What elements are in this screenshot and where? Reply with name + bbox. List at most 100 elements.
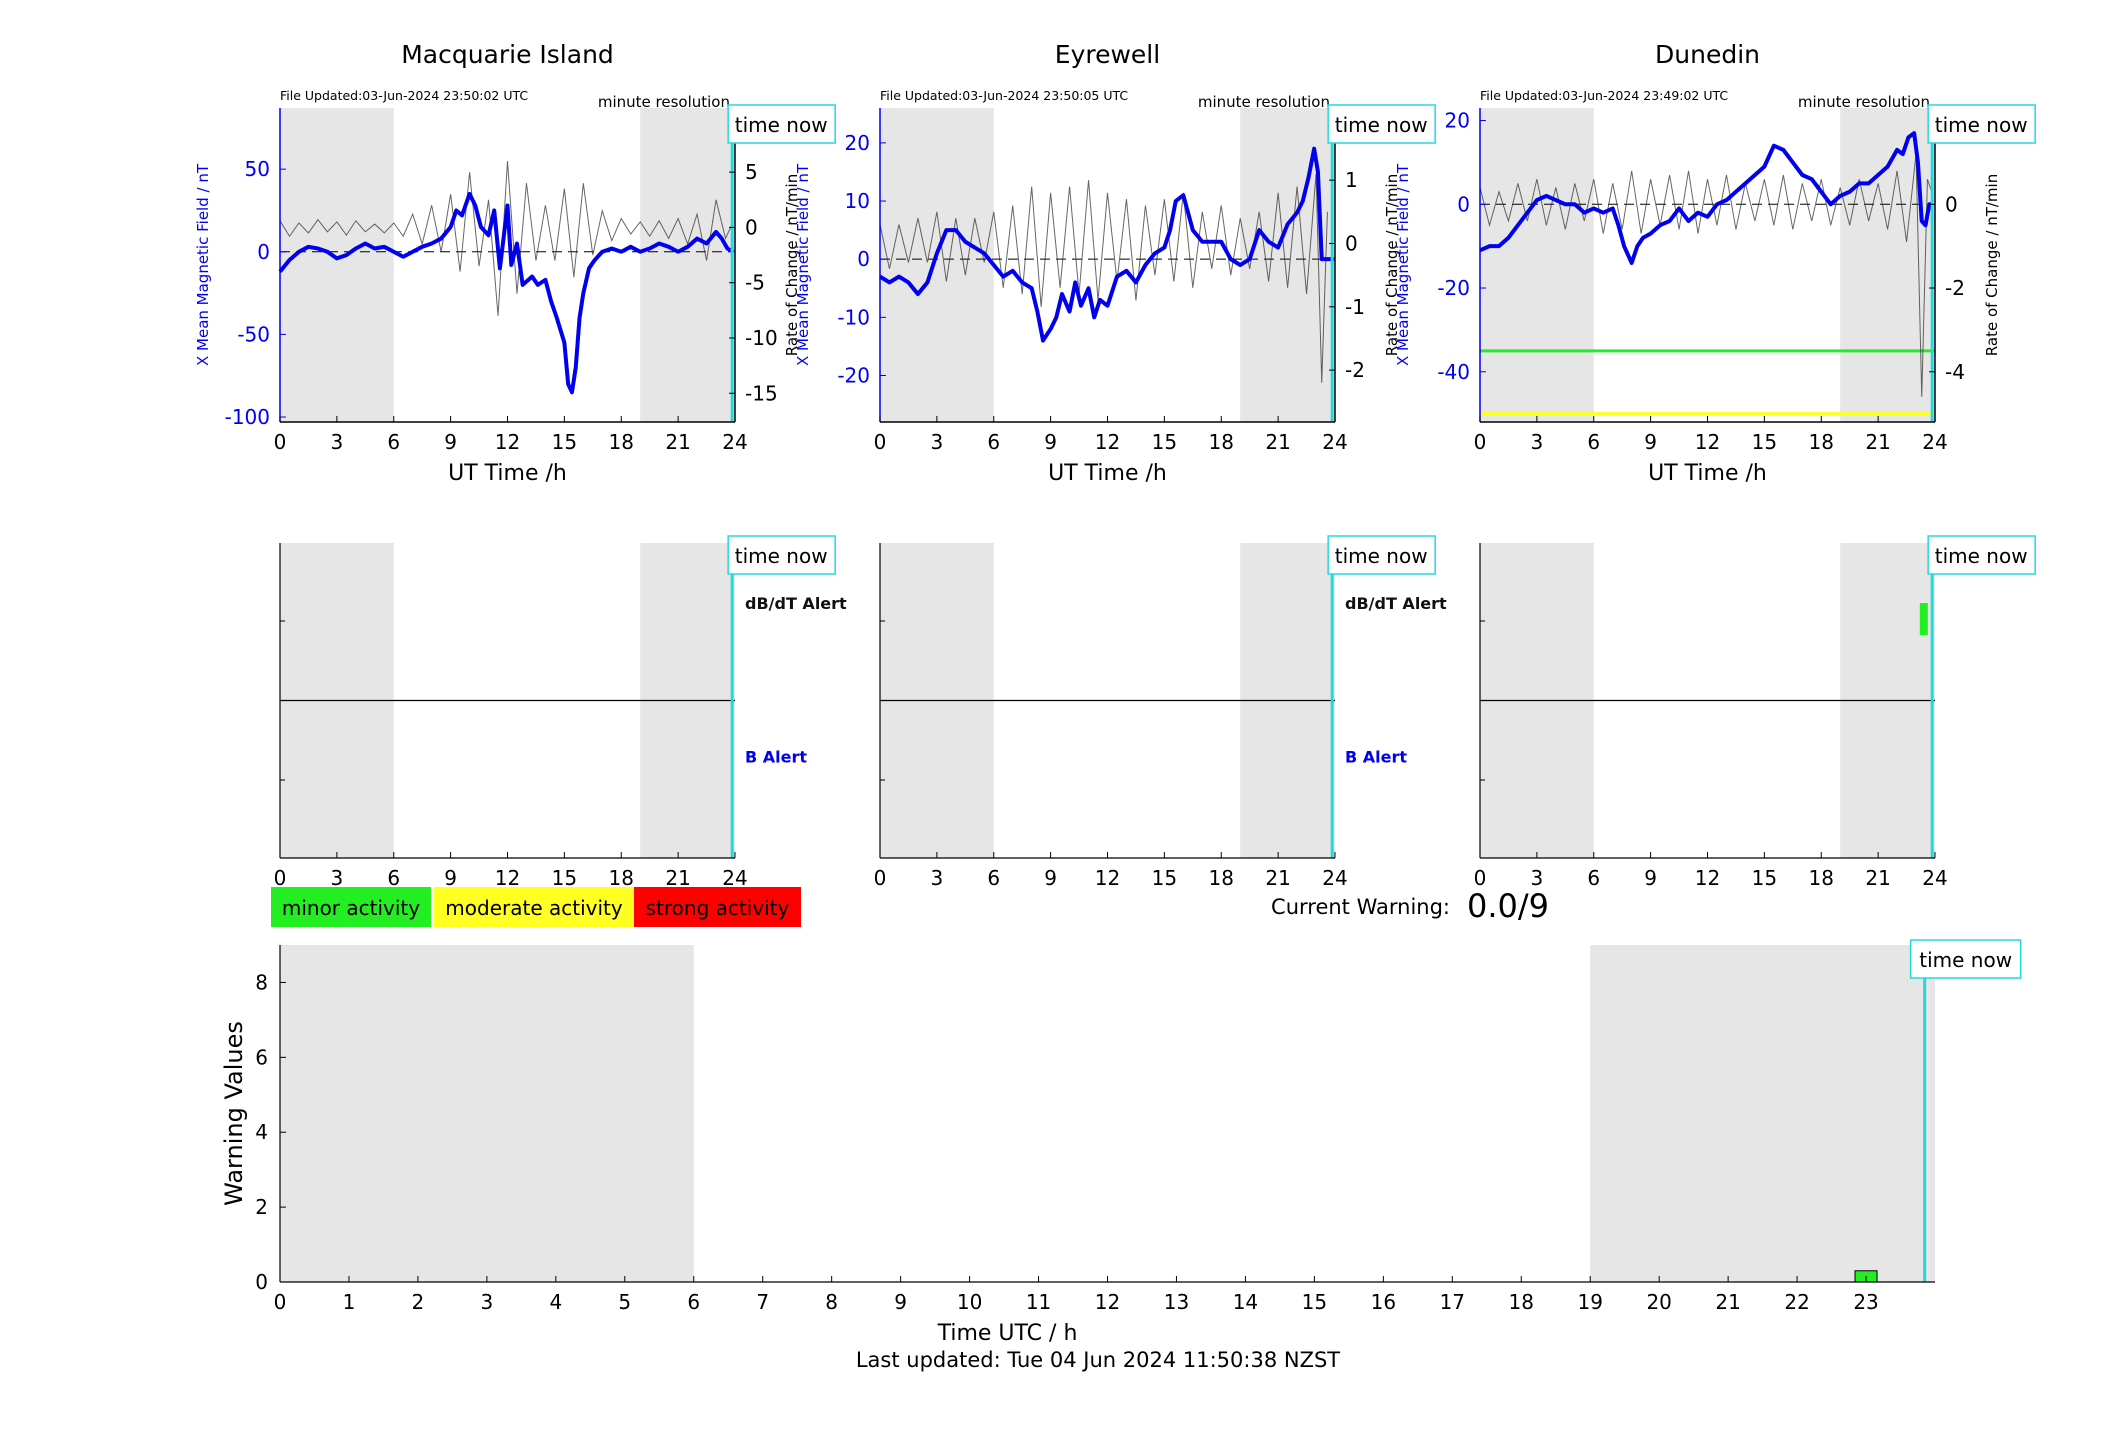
time-now-label: time now bbox=[1935, 113, 2028, 137]
x-tick-label: 15 bbox=[1302, 1290, 1327, 1314]
x-tick-label: 15 bbox=[552, 430, 577, 454]
time-now-label: time now bbox=[1335, 544, 1428, 568]
x-tick-label: 20 bbox=[1646, 1290, 1671, 1314]
x-tick-label: 0 bbox=[874, 866, 887, 890]
right-y-tick-label: -15 bbox=[745, 381, 778, 405]
y-axis-label: Warning Values bbox=[220, 1021, 248, 1206]
x-tick-label: 3 bbox=[931, 866, 944, 890]
time-now-label: time now bbox=[735, 544, 828, 568]
x-tick-label: 0 bbox=[874, 430, 887, 454]
x-tick-label: 21 bbox=[665, 866, 690, 890]
night-shading bbox=[640, 108, 735, 422]
y-tick-label: -100 bbox=[225, 405, 270, 429]
x-tick-label: 18 bbox=[1809, 866, 1834, 890]
right-y-tick-label: -4 bbox=[1945, 360, 1965, 384]
y-tick-label: -50 bbox=[237, 322, 270, 346]
alert-bar bbox=[1919, 603, 1928, 635]
x-tick-label: 6 bbox=[387, 866, 400, 890]
minor-activity-swatch bbox=[271, 887, 431, 927]
x-tick-label: 19 bbox=[1577, 1290, 1602, 1314]
x-tick-label: 3 bbox=[481, 1290, 494, 1314]
x-tick-label: 11 bbox=[1026, 1290, 1051, 1314]
x-tick-label: 21 bbox=[1865, 430, 1890, 454]
x-axis-label: UT Time /h bbox=[448, 461, 567, 486]
right-y-tick-label: -1 bbox=[1345, 295, 1365, 319]
warning-chart: 0 1 2 3 4 5 6 7 8 9 10 11 12 13 14 15 16 17 18 19 20 21 22 2302… bbox=[220, 939, 2022, 1346]
x-tick-label: 15 bbox=[552, 866, 577, 890]
x-tick-label: 24 bbox=[722, 430, 747, 454]
x-tick-label: 21 bbox=[1715, 1290, 1740, 1314]
x-tick-label: 24 bbox=[1922, 866, 1947, 890]
x-tick-label: 7 bbox=[756, 1290, 769, 1314]
x-tick-label: 16 bbox=[1371, 1290, 1396, 1314]
y-tick-label: 2 bbox=[255, 1195, 268, 1219]
right-y-tick-label: -5 bbox=[745, 271, 765, 295]
y-tick-label: 10 bbox=[845, 189, 870, 213]
panel-title: Eyrewell bbox=[1055, 40, 1160, 69]
y-tick-label: 8 bbox=[255, 970, 268, 994]
activity-legend: minor activity moderate activity strong ac… bbox=[271, 887, 801, 927]
minor-activity-label: minor activity bbox=[282, 896, 420, 920]
x-tick-label: 12 bbox=[1695, 430, 1720, 454]
right-y-tick-label: 0 bbox=[745, 215, 758, 239]
right-y-tick-label: -2 bbox=[1345, 358, 1365, 382]
night-shading bbox=[280, 945, 694, 1282]
strong-activity-swatch bbox=[634, 887, 801, 927]
x-tick-label: 5 bbox=[618, 1290, 631, 1314]
y-tick-label: 20 bbox=[845, 131, 870, 155]
y-axis-label: X Mean Magnetic Field / nT bbox=[1394, 163, 1412, 366]
x-tick-label: 17 bbox=[1440, 1290, 1465, 1314]
time-now-label: time now bbox=[1335, 113, 1428, 137]
x-tick-label: 21 bbox=[1265, 866, 1290, 890]
time-now-box bbox=[1909, 939, 2022, 979]
minute-resolution-label: minute resolution bbox=[1198, 93, 1330, 111]
x-tick-label: 9 bbox=[1044, 866, 1057, 890]
time-now-label: time now bbox=[1935, 544, 2028, 568]
right-y-axis-label: Rate of Change / nT/min bbox=[783, 174, 801, 356]
x-tick-label: 22 bbox=[1784, 1290, 1809, 1314]
x-tick-label: 24 bbox=[1322, 866, 1347, 890]
x-tick-label: 3 bbox=[331, 430, 344, 454]
y-tick-label: 0 bbox=[255, 1270, 268, 1294]
night-shading bbox=[880, 108, 994, 422]
x-tick-label: 3 bbox=[1531, 866, 1544, 890]
y-tick-label: 6 bbox=[255, 1045, 268, 1069]
x-tick-label: 12 bbox=[1095, 866, 1120, 890]
x-tick-label: 3 bbox=[331, 866, 344, 890]
x-tick-label: 21 bbox=[1265, 430, 1290, 454]
b-alert-label: B Alert bbox=[1345, 748, 1407, 767]
moderate-activity-label: moderate activity bbox=[445, 896, 623, 920]
x-tick-label: 3 bbox=[1531, 430, 1544, 454]
x-tick-label: 12 bbox=[1095, 1290, 1120, 1314]
file-updated-label: File Updated:03-Jun-2024 23:50:05 UTC bbox=[880, 88, 1128, 103]
right-y-tick-label: -10 bbox=[745, 326, 778, 350]
alert-panel: 0 3 6 9 12 15 18 21 24 dB/dT Alert B Alert time now bbox=[274, 535, 847, 890]
alert-panel: 0 3 6 9 12 15 18 21 24 time now bbox=[1474, 535, 2036, 890]
y-tick-label: -10 bbox=[837, 305, 870, 329]
x-axis-label: UT Time /h bbox=[1048, 461, 1167, 486]
x-tick-label: 12 bbox=[1095, 430, 1120, 454]
x-tick-label: 21 bbox=[1865, 866, 1890, 890]
y-tick-label: 20 bbox=[1445, 109, 1470, 133]
x-tick-label: 0 bbox=[1474, 430, 1487, 454]
x-tick-label: 6 bbox=[987, 430, 1000, 454]
x-tick-label: 8 bbox=[825, 1290, 838, 1314]
y-tick-label: -40 bbox=[1437, 360, 1470, 384]
x-tick-label: 9 bbox=[1644, 866, 1657, 890]
y-tick-label: 0 bbox=[257, 240, 270, 264]
x-tick-label: 9 bbox=[894, 1290, 907, 1314]
right-y-axis-label: Rate of Change / nT/min bbox=[1983, 174, 2001, 356]
x-tick-label: 9 bbox=[1644, 430, 1657, 454]
minute-resolution-label: minute resolution bbox=[598, 93, 730, 111]
footer: Current Warning: 0.0/9 Last updated: Tue 0… bbox=[856, 887, 1549, 1372]
x-tick-label: 6 bbox=[1587, 430, 1600, 454]
rate-of-change-series bbox=[1479, 153, 1934, 397]
station-panel: Dunedin File Updated:03-Jun-2024 23:49:02… bbox=[1394, 40, 2036, 486]
right-y-tick-label: -2 bbox=[1945, 276, 1965, 300]
x-tick-label: 23 bbox=[1853, 1290, 1878, 1314]
time-now-box bbox=[727, 535, 836, 575]
x-tick-label: 15 bbox=[1152, 430, 1177, 454]
x-tick-label: 14 bbox=[1233, 1290, 1258, 1314]
y-tick-label: 50 bbox=[245, 157, 270, 181]
